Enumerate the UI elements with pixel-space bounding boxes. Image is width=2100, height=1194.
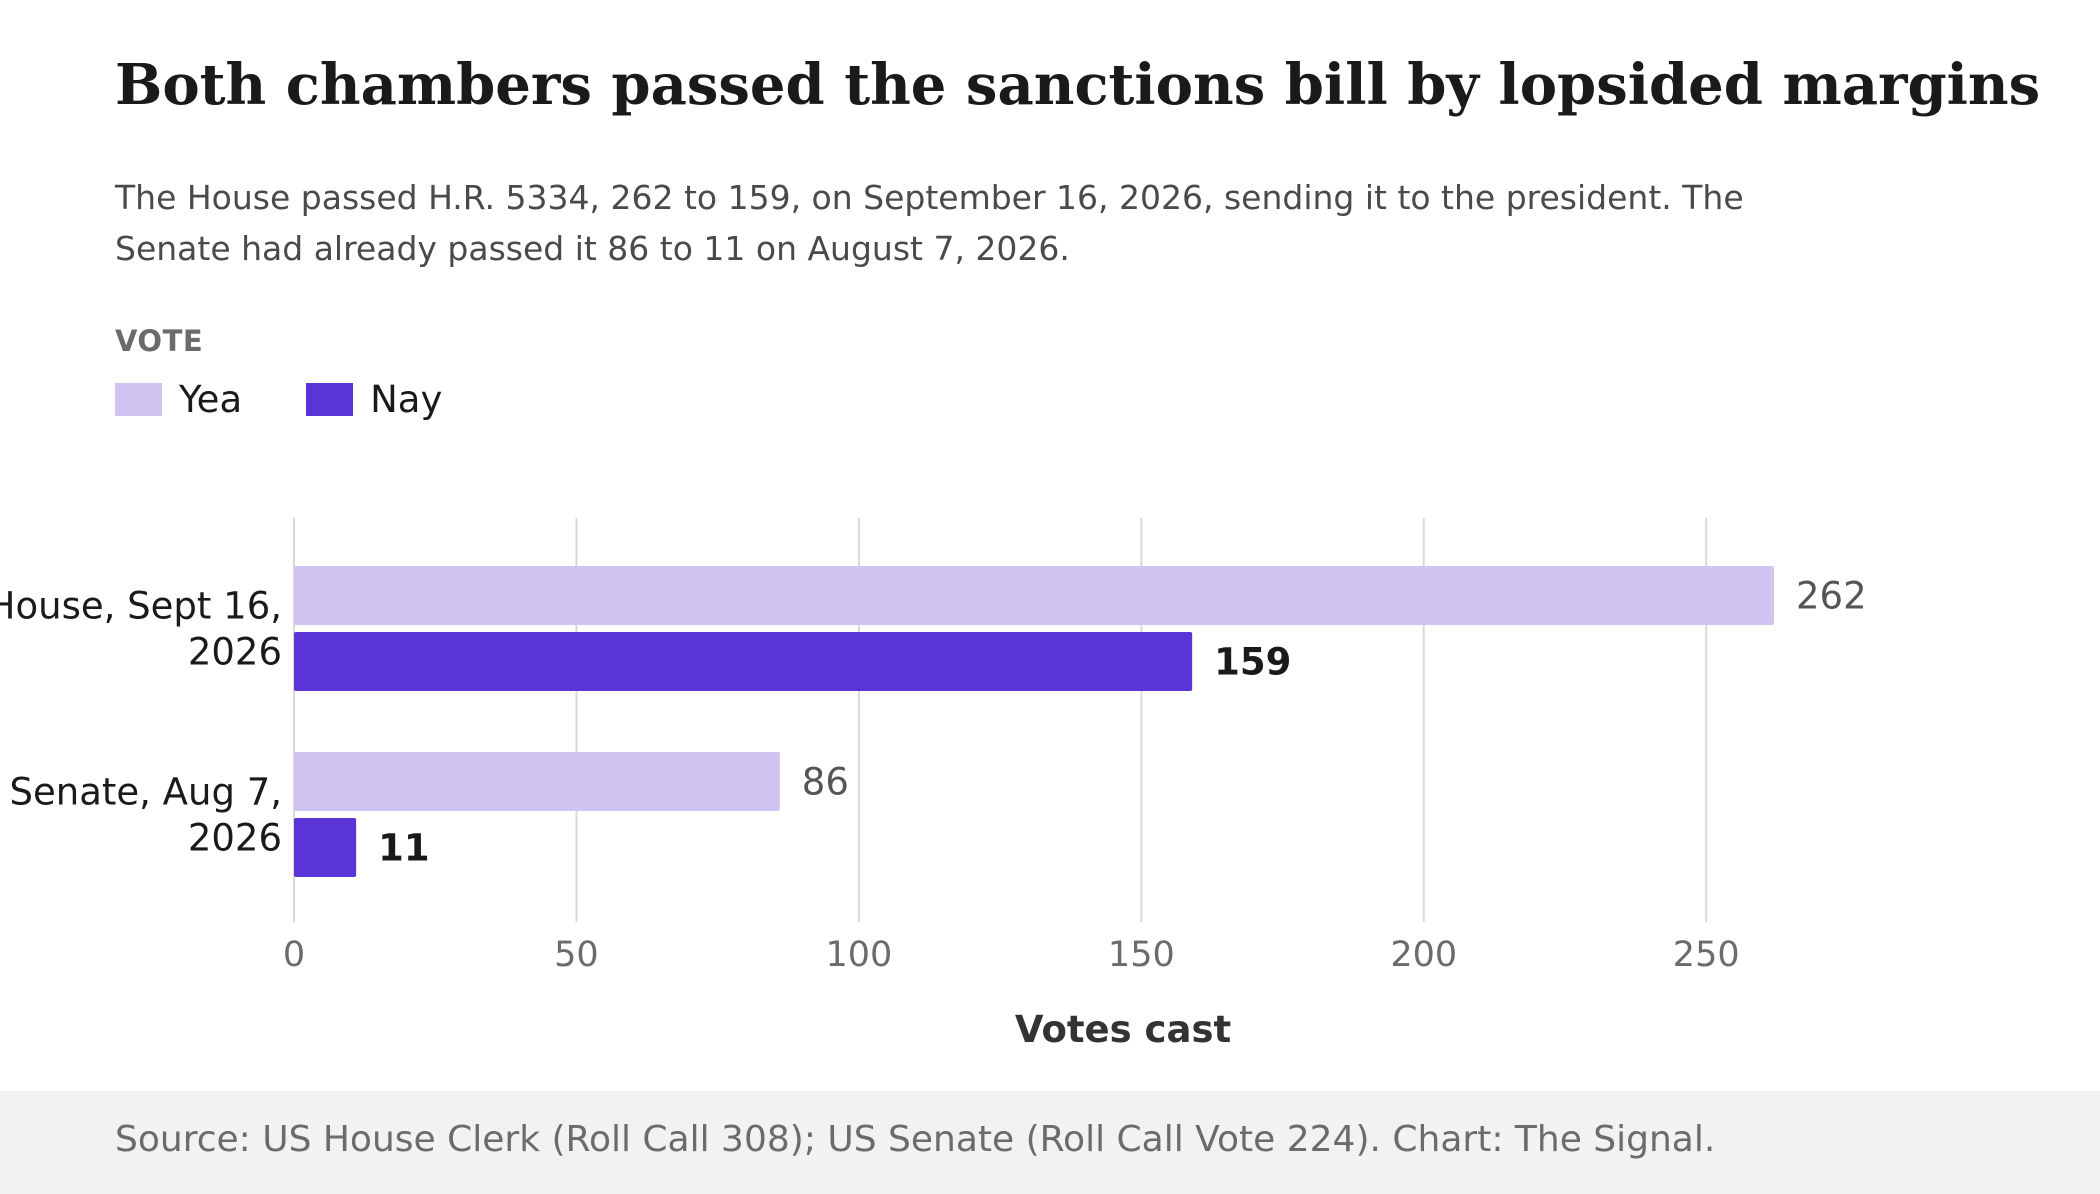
footer: Source: US House Clerk (Roll Call 308); … [0, 1091, 2100, 1194]
legend-swatch-nay [306, 382, 354, 416]
bar-nay-1 [294, 818, 357, 877]
bar-yea-0 [294, 566, 1774, 625]
x-tick-label-100: 100 [825, 935, 892, 975]
x-tick-label-50: 50 [554, 935, 599, 975]
chart-title: Both chambers passed the sanctions bill … [115, 52, 2041, 118]
legend: Yea Nay [115, 376, 506, 422]
legend-swatch-yea [115, 382, 162, 416]
data-label-yea-1: 86 [802, 761, 849, 804]
legend-label-yea: Yea [179, 377, 243, 421]
chart-subtitle: The House passed H.R. 5334, 262 to 159, … [115, 178, 1744, 268]
data-label-yea-0: 262 [1796, 575, 1867, 618]
legend-item-yea: Yea [115, 378, 242, 421]
x-tick-label-250: 250 [1673, 935, 1740, 975]
category-label-1-0: Senate, Aug 7, [10, 771, 282, 814]
category-label-0-1: 2026 [188, 631, 282, 674]
category-label-1-1: 2026 [188, 817, 282, 860]
legend-title: VOTE [115, 324, 204, 358]
category-label-0-0: House, Sept 16, [0, 585, 282, 628]
data-label-nay-0: 159 [1214, 641, 1291, 684]
data-label-nay-1: 11 [378, 827, 430, 870]
legend-label-nay: Nay [370, 377, 443, 421]
x-tick-label-150: 150 [1108, 935, 1175, 975]
x-axis-label: Votes cast [1015, 1008, 1231, 1051]
source-note: Source: US House Clerk (Roll Call 308); … [115, 1119, 1716, 1160]
x-tick-label-200: 200 [1390, 935, 1457, 975]
legend-item-nay: Nay [306, 378, 442, 421]
bar-yea-1 [294, 752, 780, 811]
x-tick-label-0: 0 [283, 935, 305, 975]
bar-nay-0 [294, 632, 1193, 691]
